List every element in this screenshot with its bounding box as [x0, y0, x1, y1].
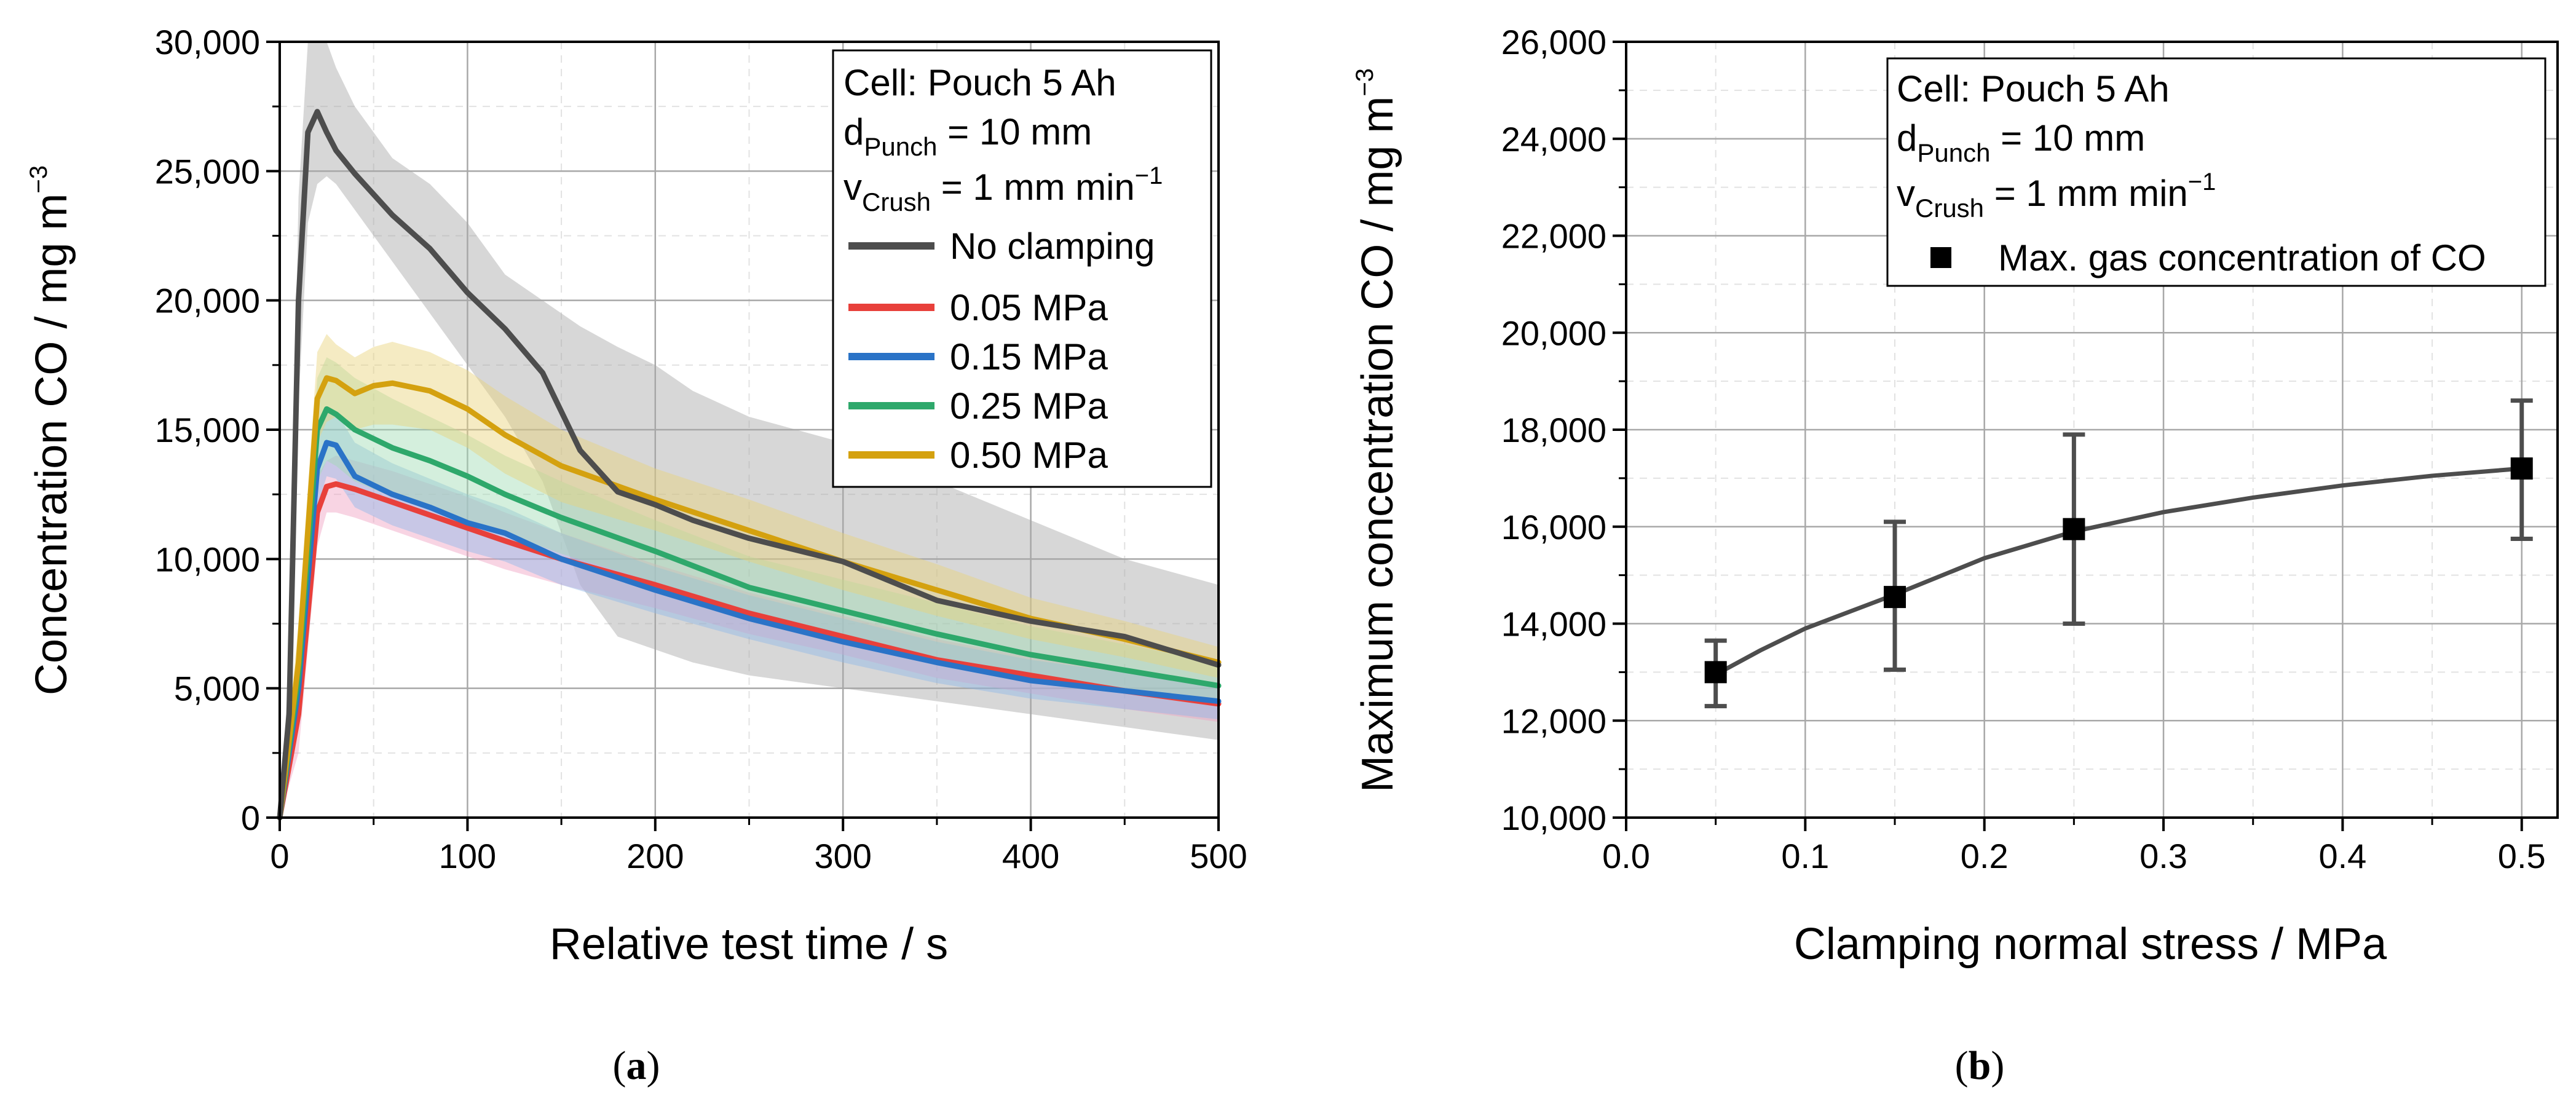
- legend-label-max-co: Max. gas concentration of CO: [1998, 237, 2486, 278]
- y-tick-label: 10,000: [155, 540, 260, 578]
- y-tick-label: 5,000: [174, 669, 260, 708]
- y-axis-title-b: Maximum concentration CO / mg m−3: [1351, 68, 1402, 792]
- y-tick-label: 14,000: [1501, 605, 1606, 644]
- legend-cell-label-a: Cell: Pouch 5 Ah: [844, 62, 1116, 103]
- x-tick-label: 100: [439, 837, 496, 875]
- x-axis-title-a: Relative test time / s: [550, 920, 948, 969]
- panel-b: 0.0 0.1 0.2 0.3 0.4 0.5 10,000 12,000 14,000 16,0…: [1351, 23, 2559, 1088]
- data-point: [2510, 398, 2533, 541]
- ticks-b: 0.0 0.1 0.2 0.3 0.4 0.5 10,000 12,000 14,000 16,0…: [1501, 23, 2546, 875]
- legend-label-0-05-mpa: 0.05 MPa: [950, 287, 1108, 328]
- legend-box-a: [832, 49, 1212, 488]
- point-marker: [2510, 457, 2533, 480]
- y-tick-label: 20,000: [155, 282, 260, 320]
- point-marker: [1884, 586, 1906, 609]
- line-no-clamping: [277, 109, 1222, 821]
- y-tick-label: 22,000: [1501, 217, 1606, 256]
- legend-punch-label-b: dPunch = 10 mm: [1897, 117, 2145, 167]
- y-tick-label: 18,000: [1501, 411, 1606, 449]
- legend-marker-max-co: [1930, 247, 1951, 268]
- y-tick-label: 24,000: [1501, 120, 1606, 159]
- caption-b: (b): [1955, 1043, 2005, 1088]
- y-tick-label: 26,000: [1501, 23, 1606, 61]
- panel-a: 0 100 200 300 400 500 0 5,000 10,000 15,000 20,000…: [25, 23, 1247, 1088]
- line-0-05-mpa: [277, 481, 1222, 821]
- x-tick-label: 0.5: [2498, 837, 2546, 875]
- legend-label-no-clamping: No clamping: [950, 226, 1155, 267]
- x-tick-label: 0.1: [1781, 837, 1829, 875]
- line-0-50-mpa: [277, 375, 1222, 821]
- y-tick-label: 10,000: [1501, 799, 1606, 837]
- legend-punch-label-a: dPunch = 10 mm: [844, 111, 1092, 161]
- legend-a: Cell: Pouch 5 Ah dPunch = 10 mm vCrush =…: [832, 49, 1212, 488]
- x-tick-label: 0: [270, 837, 289, 875]
- caption-a: (a): [613, 1043, 660, 1088]
- x-tick-label: 500: [1190, 837, 1247, 875]
- y-axis-title-a: Concentration CO / mg m−3: [25, 165, 76, 695]
- lines-a: [277, 109, 1222, 821]
- x-tick-label: 0.2: [1961, 837, 2009, 875]
- legend-crush-label-a: vCrush = 1 mm min−1: [844, 162, 1163, 216]
- legend-label-0-25-mpa: 0.25 MPa: [950, 385, 1108, 427]
- x-tick-label: 300: [814, 837, 871, 875]
- y-tick-label: 20,000: [1501, 314, 1606, 352]
- line-0-15-mpa: [277, 440, 1222, 821]
- legend-crush-label-b: vCrush = 1 mm min−1: [1897, 168, 2216, 223]
- x-tick-label: 0.0: [1602, 837, 1650, 875]
- data-point: [1884, 519, 1906, 672]
- legend-label-0-50-mpa: 0.50 MPa: [950, 435, 1108, 476]
- legend-b: Cell: Pouch 5 Ah dPunch = 10 mm vCrush =…: [1886, 57, 2546, 287]
- x-tick-label: 400: [1002, 837, 1059, 875]
- ticks-a: 0 100 200 300 400 500 0 5,000 10,000 15,000 20,000…: [155, 23, 1247, 875]
- data-point: [1704, 638, 1727, 709]
- point-marker: [2063, 518, 2085, 540]
- x-tick-label: 0.3: [2139, 837, 2187, 875]
- point-marker: [1704, 661, 1727, 684]
- y-tick-label: 0: [241, 799, 260, 837]
- y-tick-label: 12,000: [1501, 701, 1606, 740]
- fit-line: [1715, 466, 2523, 677]
- band-no-clamping: [280, 42, 1219, 818]
- fit-curve-b: [1715, 466, 2523, 677]
- data-point: [2063, 432, 2085, 626]
- x-axis-title-b: Clamping normal stress / MPa: [1794, 920, 2387, 969]
- points-b: [1704, 398, 2533, 709]
- y-tick-label: 30,000: [155, 23, 260, 61]
- legend-box-b: [1886, 57, 2546, 287]
- y-tick-label: 16,000: [1501, 508, 1606, 547]
- y-tick-label: 25,000: [155, 152, 260, 191]
- y-tick-label: 15,000: [155, 411, 260, 449]
- legend-label-0-15-mpa: 0.15 MPa: [950, 336, 1108, 377]
- legend-cell-label-b: Cell: Pouch 5 Ah: [1897, 68, 2170, 109]
- x-tick-label: 200: [626, 837, 684, 875]
- x-tick-label: 0.4: [2318, 837, 2366, 875]
- band-0-50-mpa: [280, 334, 1219, 818]
- line-0-25-mpa: [277, 406, 1222, 821]
